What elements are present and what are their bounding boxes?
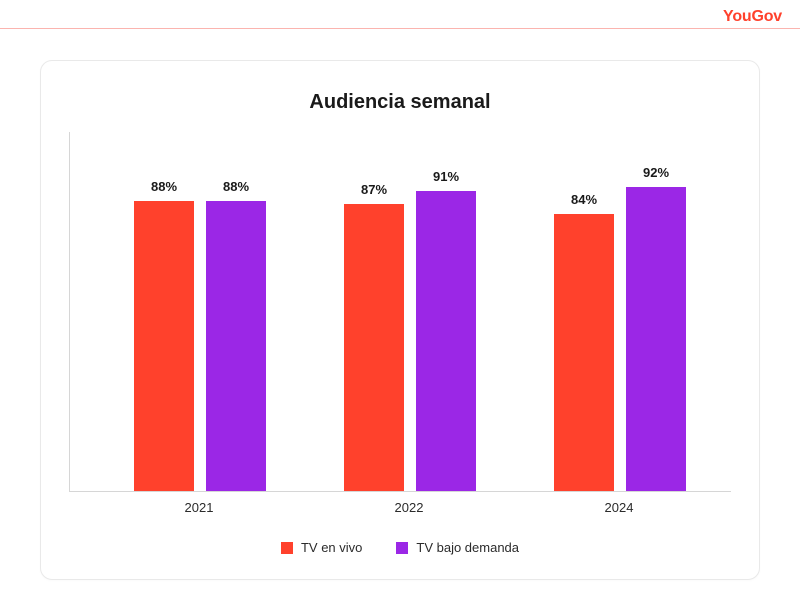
brand-logo: YouGov	[723, 8, 782, 26]
bar-value-label: 84%	[554, 192, 614, 207]
legend-item: TV bajo demanda	[396, 540, 519, 555]
page: YouGov Audiencia semanal 88%88%87%91%84%…	[0, 0, 800, 600]
legend-item: TV en vivo	[281, 540, 362, 555]
bar: 87%	[344, 204, 404, 491]
chart-legend: TV en vivo TV bajo demanda	[69, 540, 731, 555]
legend-swatch	[396, 542, 408, 554]
bar-group: 84%92%	[530, 187, 710, 491]
legend-label: TV bajo demanda	[416, 540, 519, 555]
x-axis-label: 2021	[109, 500, 289, 515]
bar-value-label: 88%	[134, 179, 194, 194]
legend-label: TV en vivo	[301, 540, 362, 555]
x-axis-label: 2024	[529, 500, 709, 515]
bar: 88%	[134, 201, 194, 491]
chart-plot-area: 88%88%87%91%84%92%	[69, 132, 731, 492]
chart-x-axis: 2021 2022 2024	[69, 492, 731, 520]
bar-group: 88%88%	[110, 201, 290, 491]
bar-value-label: 91%	[416, 169, 476, 184]
chart-card: Audiencia semanal 88%88%87%91%84%92% 202…	[40, 60, 760, 580]
bar: 84%	[554, 214, 614, 491]
bar: 88%	[206, 201, 266, 491]
bar-value-label: 87%	[344, 182, 404, 197]
brand-text: YouGov	[723, 8, 782, 25]
legend-swatch	[281, 542, 293, 554]
bar-value-label: 88%	[206, 179, 266, 194]
chart-title: Audiencia semanal	[69, 91, 731, 114]
bar-value-label: 92%	[626, 165, 686, 180]
bar: 91%	[416, 191, 476, 491]
x-axis-label: 2022	[319, 500, 499, 515]
bar-group: 87%91%	[320, 191, 500, 491]
bar: 92%	[626, 187, 686, 491]
header-divider	[0, 28, 800, 29]
